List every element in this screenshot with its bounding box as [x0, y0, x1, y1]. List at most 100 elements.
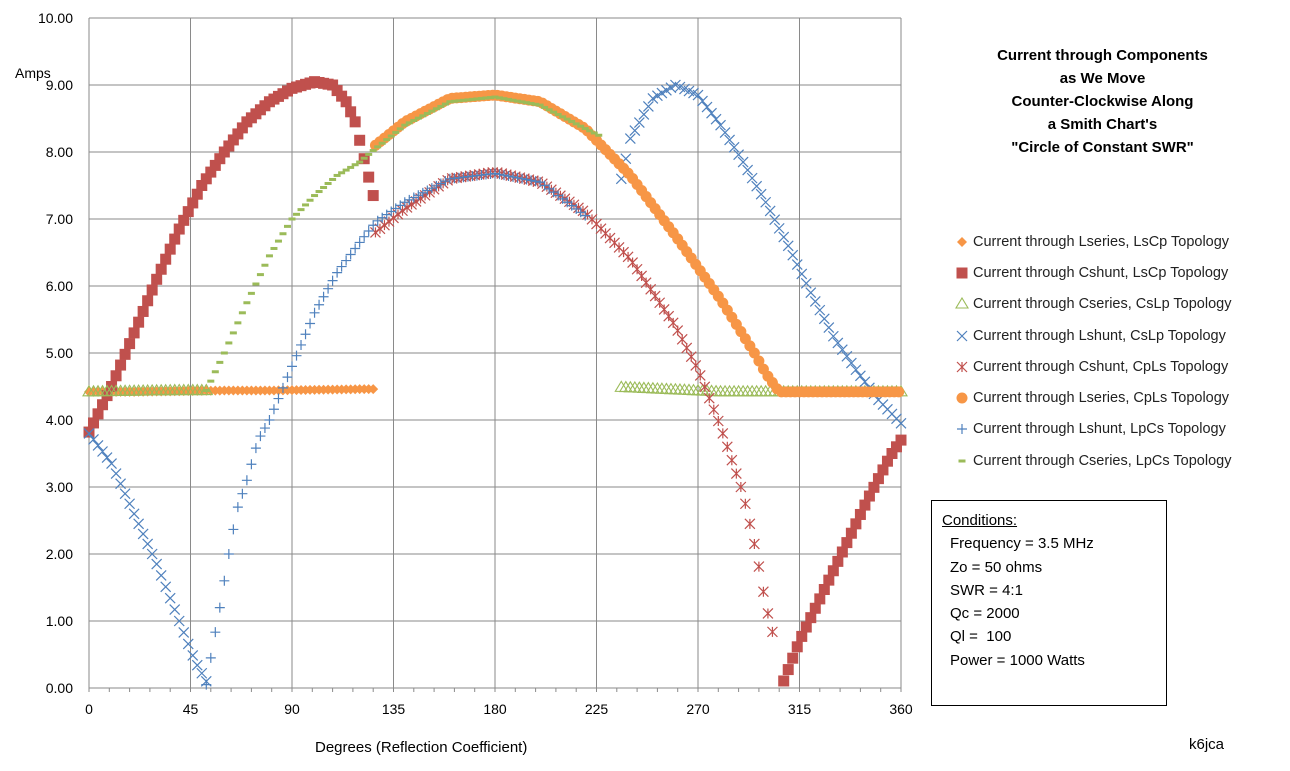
- x-marker: [142, 538, 154, 550]
- dash-marker: [414, 116, 422, 120]
- square-marker: [354, 134, 366, 146]
- y-tick-label: 10.00: [38, 10, 73, 26]
- dash-marker: [252, 282, 260, 286]
- plus-marker: [399, 197, 410, 208]
- x-marker: [629, 125, 641, 136]
- dash-marker: [590, 131, 598, 135]
- dash-marker: [572, 122, 580, 126]
- square-marker: [814, 593, 826, 605]
- star-marker: [717, 427, 729, 439]
- plus-marker: [490, 168, 500, 179]
- star-marker: [370, 226, 381, 238]
- square-marker: [850, 518, 862, 530]
- x-marker: [187, 650, 199, 661]
- x-marker: [818, 313, 830, 325]
- x-marker: [151, 558, 163, 570]
- x-marker: [633, 117, 645, 128]
- dash-marker: [293, 212, 301, 216]
- condition-power: Power = 1000 Watts: [950, 651, 1085, 669]
- star-marker: [730, 468, 742, 480]
- star-marker: [406, 199, 417, 210]
- series-x: [83, 79, 907, 687]
- dash-marker: [486, 96, 494, 100]
- x-marker: [746, 172, 758, 184]
- x-marker: [823, 322, 835, 333]
- plus-marker: [422, 185, 433, 196]
- x-marker: [692, 89, 704, 101]
- x-marker: [624, 133, 636, 145]
- plus-marker: [521, 174, 532, 185]
- x-marker: [706, 107, 717, 119]
- plus-marker: [246, 459, 257, 470]
- square-marker: [205, 166, 217, 178]
- data-marks: [82, 76, 908, 690]
- x-marker: [710, 113, 722, 125]
- x-marker: [800, 277, 812, 289]
- square-marker: [345, 106, 357, 118]
- square-marker: [872, 473, 884, 485]
- dash-marker: [351, 163, 359, 167]
- circle-marker: [893, 386, 905, 398]
- circle-marker: [748, 347, 760, 359]
- legend-label: Current through Cseries, LpCs Topology: [973, 452, 1232, 469]
- square-marker: [182, 206, 194, 218]
- x-marker: [778, 231, 790, 243]
- star-marker: [748, 538, 760, 550]
- square-marker: [218, 146, 230, 158]
- dash-marker: [315, 190, 323, 194]
- star-marker: [622, 251, 634, 263]
- star-marker: [640, 277, 652, 289]
- square-marker: [336, 90, 348, 102]
- dash-marker: [297, 208, 305, 212]
- x-marker: [764, 205, 776, 217]
- x-marker: [178, 627, 190, 638]
- x-tick-label: 270: [686, 701, 710, 717]
- plus-marker: [368, 220, 379, 231]
- x-marker: [169, 604, 181, 616]
- x-marker: [742, 164, 754, 176]
- dash-marker: [274, 239, 282, 243]
- plus-marker: [350, 243, 361, 254]
- x-marker: [196, 667, 208, 679]
- series-square: [83, 76, 907, 687]
- series-dash: [202, 95, 603, 393]
- dash-marker: [338, 171, 346, 175]
- x-marker: [160, 581, 172, 593]
- star-marker: [568, 199, 580, 211]
- star-marker: [654, 297, 666, 309]
- square-marker: [160, 253, 172, 265]
- x-marker: [115, 478, 127, 490]
- plus-marker: [426, 183, 437, 194]
- square-marker: [787, 652, 799, 664]
- dash-marker: [283, 224, 291, 228]
- plus-marker: [214, 602, 225, 613]
- dash-marker: [265, 254, 273, 258]
- x-marker: [119, 488, 131, 500]
- dash-marker: [392, 130, 400, 134]
- square-marker: [178, 214, 190, 226]
- square-marker: [327, 79, 339, 91]
- chart-title-line: as We Move: [1059, 70, 1146, 87]
- dash-marker: [446, 100, 454, 104]
- dash-marker: [550, 110, 558, 114]
- y-tick-label: 4.00: [46, 412, 73, 428]
- square-marker: [895, 434, 907, 446]
- square-marker: [859, 499, 871, 511]
- dash-marker: [514, 99, 522, 103]
- plus-marker: [359, 231, 370, 242]
- dash-marker: [536, 103, 544, 107]
- square-marker: [232, 128, 244, 140]
- dash-marker: [581, 127, 589, 131]
- plus-marker: [530, 176, 541, 187]
- dash-marker: [500, 97, 508, 101]
- y-tick-label: 7.00: [46, 211, 73, 227]
- dash-marker: [256, 273, 264, 277]
- dash-marker: [306, 198, 314, 202]
- dash-marker: [311, 194, 319, 198]
- plus-marker: [341, 255, 352, 266]
- square-marker: [110, 370, 122, 382]
- x-marker: [133, 518, 145, 530]
- x-marker: [805, 287, 817, 299]
- square-marker: [796, 630, 808, 642]
- x-marker: [124, 498, 136, 510]
